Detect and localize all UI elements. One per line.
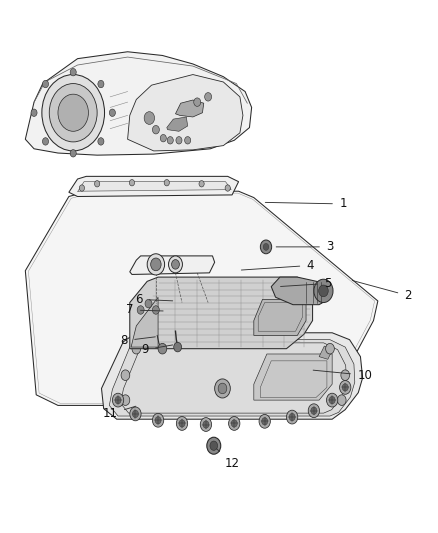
Circle shape — [152, 306, 159, 314]
Circle shape — [95, 181, 100, 187]
Text: 1: 1 — [265, 197, 347, 211]
Circle shape — [342, 384, 348, 391]
Polygon shape — [78, 182, 231, 192]
Circle shape — [215, 379, 230, 398]
Text: 7: 7 — [126, 303, 163, 317]
Text: 9: 9 — [141, 343, 173, 356]
Circle shape — [49, 84, 97, 142]
Circle shape — [289, 414, 295, 421]
Circle shape — [151, 258, 161, 271]
Circle shape — [341, 370, 350, 381]
Circle shape — [231, 419, 237, 427]
Circle shape — [199, 181, 204, 187]
Text: 8: 8 — [120, 334, 155, 347]
Circle shape — [145, 300, 152, 308]
Circle shape — [130, 407, 141, 421]
Circle shape — [225, 185, 230, 191]
Circle shape — [200, 418, 212, 431]
Circle shape — [286, 410, 298, 424]
Circle shape — [337, 395, 346, 406]
Circle shape — [144, 112, 155, 124]
Circle shape — [314, 279, 333, 303]
Circle shape — [164, 180, 170, 186]
Polygon shape — [271, 277, 332, 305]
Circle shape — [194, 98, 201, 107]
Circle shape — [174, 342, 182, 352]
Circle shape — [129, 180, 134, 186]
Circle shape — [308, 404, 320, 418]
Text: 5: 5 — [280, 277, 332, 290]
Circle shape — [121, 395, 130, 406]
Circle shape — [58, 94, 88, 131]
Text: 10: 10 — [313, 369, 372, 382]
Circle shape — [70, 68, 76, 76]
Circle shape — [113, 393, 124, 407]
Circle shape — [203, 421, 209, 428]
Circle shape — [160, 134, 166, 142]
Circle shape — [121, 370, 130, 381]
Circle shape — [210, 441, 218, 450]
Circle shape — [339, 381, 351, 394]
Text: 11: 11 — [102, 406, 136, 421]
Circle shape — [152, 414, 164, 427]
Circle shape — [158, 343, 167, 354]
Polygon shape — [25, 52, 252, 155]
Polygon shape — [127, 75, 243, 151]
Polygon shape — [110, 340, 355, 416]
Polygon shape — [319, 346, 333, 359]
Polygon shape — [254, 354, 332, 400]
Polygon shape — [131, 297, 158, 347]
Polygon shape — [254, 300, 306, 335]
Circle shape — [179, 419, 185, 427]
Circle shape — [263, 244, 269, 251]
Text: 3: 3 — [276, 240, 334, 253]
Circle shape — [42, 80, 49, 88]
Circle shape — [155, 417, 161, 424]
Circle shape — [98, 80, 104, 88]
Circle shape — [229, 417, 240, 430]
Polygon shape — [130, 256, 215, 274]
Circle shape — [329, 397, 335, 404]
Polygon shape — [176, 100, 204, 117]
Circle shape — [172, 260, 180, 269]
Circle shape — [205, 93, 212, 101]
Circle shape — [31, 109, 37, 116]
Polygon shape — [102, 333, 363, 419]
Text: 4: 4 — [241, 259, 314, 272]
Circle shape — [132, 343, 141, 354]
Circle shape — [260, 240, 272, 254]
Circle shape — [259, 415, 270, 428]
Circle shape — [326, 393, 338, 407]
Circle shape — [185, 136, 191, 144]
Circle shape — [169, 256, 183, 273]
Circle shape — [70, 150, 76, 157]
Circle shape — [319, 285, 328, 297]
Polygon shape — [130, 277, 313, 349]
Circle shape — [176, 136, 182, 144]
Circle shape — [79, 185, 85, 191]
Circle shape — [42, 75, 105, 151]
Circle shape — [152, 125, 159, 134]
Circle shape — [110, 109, 116, 116]
Polygon shape — [25, 191, 378, 406]
Circle shape — [167, 136, 173, 144]
Circle shape — [137, 306, 144, 314]
Polygon shape — [167, 117, 187, 131]
Circle shape — [98, 138, 104, 145]
Text: 2: 2 — [352, 280, 412, 302]
Circle shape — [177, 417, 187, 430]
Circle shape — [325, 343, 334, 354]
Circle shape — [132, 410, 138, 418]
Text: 12: 12 — [217, 449, 240, 470]
Circle shape — [147, 254, 165, 275]
Circle shape — [207, 437, 221, 454]
Circle shape — [42, 138, 49, 145]
Text: 6: 6 — [135, 293, 173, 306]
Circle shape — [311, 407, 317, 415]
Circle shape — [218, 383, 227, 394]
Circle shape — [115, 397, 121, 404]
Polygon shape — [69, 176, 239, 197]
Circle shape — [261, 418, 268, 425]
